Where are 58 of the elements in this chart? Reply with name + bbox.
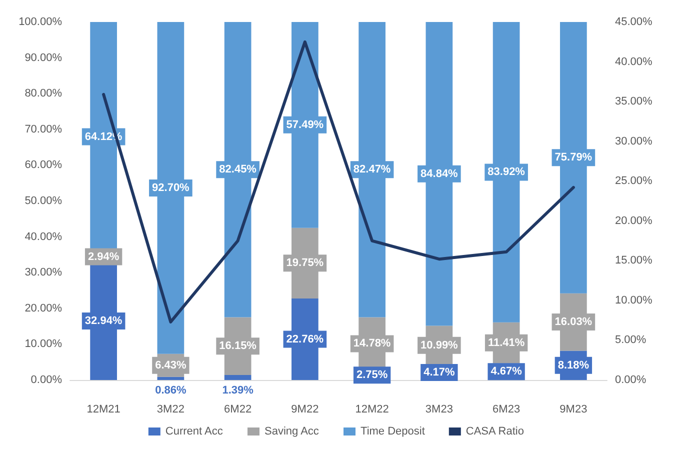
x-tick-label: 12M22 bbox=[355, 404, 389, 416]
y2-tick-label: 30.00% bbox=[615, 135, 653, 148]
data-label: 14.78% bbox=[353, 338, 391, 350]
y-tick-label: 40.00% bbox=[24, 230, 62, 243]
y2-tick-label: 40.00% bbox=[615, 56, 653, 68]
data-label: 84.84% bbox=[420, 168, 458, 180]
data-label: 4.67% bbox=[490, 366, 522, 378]
data-label: 10.99% bbox=[420, 339, 458, 352]
x-tick-label: 3M22 bbox=[156, 404, 184, 416]
y2-tick-label: 15.00% bbox=[615, 254, 653, 267]
legend-label: CASA Ratio bbox=[466, 426, 524, 438]
y-tick-label: 70.00% bbox=[24, 123, 62, 136]
x-tick-label: 9M23 bbox=[560, 404, 588, 416]
legend-label: Saving Acc bbox=[264, 426, 320, 438]
data-label: 82.45% bbox=[219, 164, 257, 176]
data-label: 2.75% bbox=[356, 369, 388, 382]
data-label: 1.39% bbox=[222, 384, 254, 396]
data-label: 82.47% bbox=[353, 164, 391, 176]
y-tick-label: 90.00% bbox=[24, 52, 62, 64]
data-label: 6.43% bbox=[155, 359, 186, 372]
y-tick-label: 30.00% bbox=[24, 266, 62, 279]
x-tick-label: 9M22 bbox=[291, 404, 319, 416]
y-tick-label: 20.00% bbox=[24, 302, 62, 314]
x-tick-label: 12M21 bbox=[86, 404, 120, 416]
y-tick-label: 0.00% bbox=[30, 374, 62, 386]
data-label: 32.94% bbox=[84, 315, 122, 328]
data-label: 11.41% bbox=[488, 336, 525, 349]
data-label: 0.86% bbox=[155, 384, 186, 396]
data-label: 75.79% bbox=[554, 152, 592, 164]
y2-tick-label: 0.00% bbox=[615, 374, 646, 386]
data-label: 16.15% bbox=[219, 340, 257, 352]
data-label: 92.70% bbox=[152, 182, 190, 194]
y2-tick-label: 20.00% bbox=[615, 214, 653, 227]
data-label: 4.17% bbox=[424, 366, 455, 379]
data-label: 57.49% bbox=[286, 118, 324, 131]
y2-tick-label: 35.00% bbox=[615, 96, 653, 108]
y2-tick-label: 5.00% bbox=[615, 334, 646, 346]
y2-tick-label: 10.00% bbox=[615, 294, 653, 306]
x-tick-label: 6M22 bbox=[224, 404, 252, 416]
data-label: 22.76% bbox=[286, 333, 324, 346]
y2-tick-label: 45.00% bbox=[615, 16, 653, 28]
legend-label: Current Acc bbox=[165, 426, 224, 438]
y-tick-label: 80.00% bbox=[24, 88, 62, 100]
legend-label: Time Deposit bbox=[360, 426, 425, 438]
data-label: 19.75% bbox=[286, 257, 324, 270]
x-tick-label: 3M23 bbox=[425, 404, 453, 416]
data-label: 83.92% bbox=[488, 166, 526, 178]
data-label: 16.03% bbox=[554, 316, 592, 328]
data-label: 2.94% bbox=[88, 250, 120, 263]
y2-tick-label: 25.00% bbox=[615, 175, 653, 188]
y-tick-label: 10.00% bbox=[24, 338, 62, 350]
y-tick-label: 100.00% bbox=[18, 16, 62, 28]
data-label: 8.18% bbox=[558, 359, 590, 372]
bar bbox=[157, 376, 184, 380]
x-tick-label: 6M23 bbox=[492, 404, 520, 416]
y-tick-label: 50.00% bbox=[24, 195, 62, 207]
y-tick-label: 60.00% bbox=[24, 159, 62, 172]
bar bbox=[224, 375, 252, 380]
